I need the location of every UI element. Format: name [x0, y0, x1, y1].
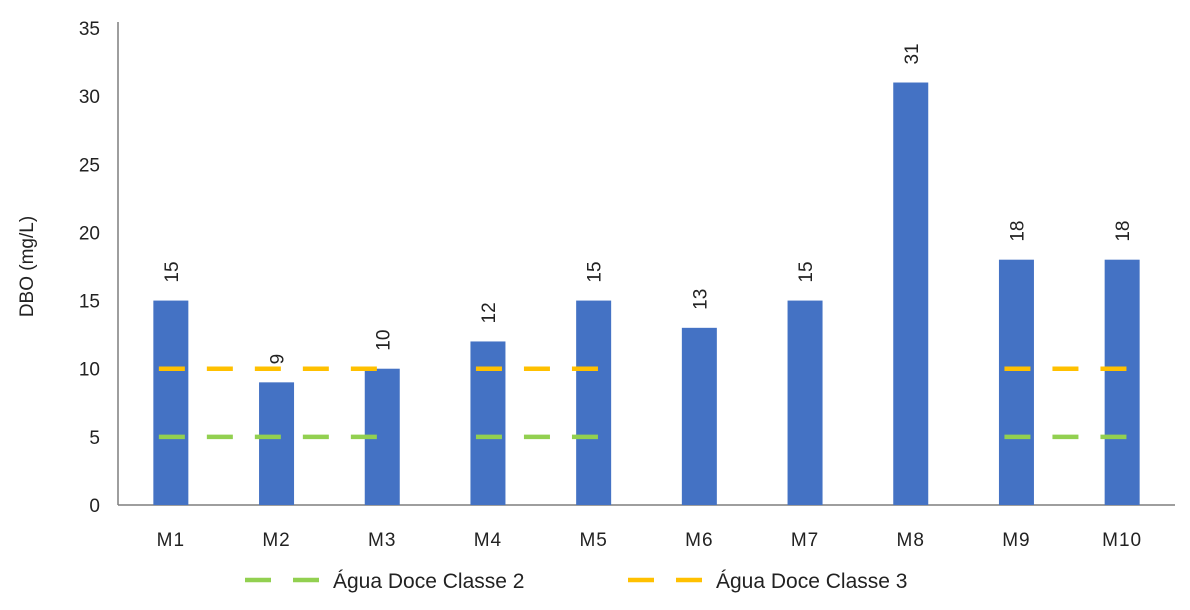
x-tick-label: M1 — [157, 530, 185, 551]
x-tick-label: M8 — [897, 530, 925, 551]
data-label: 12 — [479, 302, 500, 323]
data-label: 9 — [268, 354, 289, 365]
y-axis-label: DBO (mg/L) — [17, 216, 38, 317]
y-tick-label: 0 — [89, 496, 100, 517]
x-tick-label: M4 — [474, 530, 502, 551]
y-tick-label: 25 — [79, 155, 100, 176]
data-label: 15 — [162, 261, 183, 282]
data-labels: 15 9 10 12 15 13 15 31 18 18 — [162, 43, 1134, 364]
bar — [893, 82, 929, 505]
y-tick-label: 30 — [79, 87, 100, 108]
data-label: 13 — [690, 289, 711, 310]
bar — [470, 341, 506, 505]
x-tick-label: M10 — [1102, 530, 1142, 551]
y-tick-label: 10 — [79, 360, 100, 381]
data-label: 31 — [902, 43, 923, 64]
x-tick-label: M7 — [791, 530, 819, 551]
bar — [576, 300, 612, 505]
y-tick-label: 35 — [79, 19, 100, 40]
axes: 0 5 10 15 20 25 30 35 DBO (mg/L) M1 M2 M3 M4 M5 M6 M7 M8… — [17, 19, 1175, 551]
legend-label: Água Doce Classe 3 — [716, 570, 907, 593]
y-tick-label: 15 — [79, 292, 100, 313]
x-tick-label: M3 — [368, 530, 396, 551]
data-label: 15 — [796, 261, 817, 282]
bars — [153, 82, 1140, 505]
data-label: 15 — [585, 261, 606, 282]
bar — [681, 327, 717, 505]
y-tick-label: 5 — [89, 428, 100, 449]
x-tick-label: M6 — [685, 530, 713, 551]
data-label: 18 — [1113, 221, 1134, 242]
bar — [1104, 259, 1140, 505]
data-label: 10 — [373, 330, 394, 351]
legend: Água Doce Classe 2 Água Doce Classe 3 — [245, 570, 907, 593]
x-tick-label: M9 — [1002, 530, 1030, 551]
bar — [998, 259, 1034, 505]
data-label: 18 — [1007, 221, 1028, 242]
bar — [787, 300, 823, 505]
x-tick-label: M5 — [579, 530, 607, 551]
bar — [259, 382, 295, 505]
y-tick-label: 20 — [79, 223, 100, 244]
reference-lines — [158, 366, 1135, 440]
x-tick-label: M2 — [262, 530, 290, 551]
bar — [153, 300, 189, 505]
legend-label: Água Doce Classe 2 — [333, 570, 524, 593]
